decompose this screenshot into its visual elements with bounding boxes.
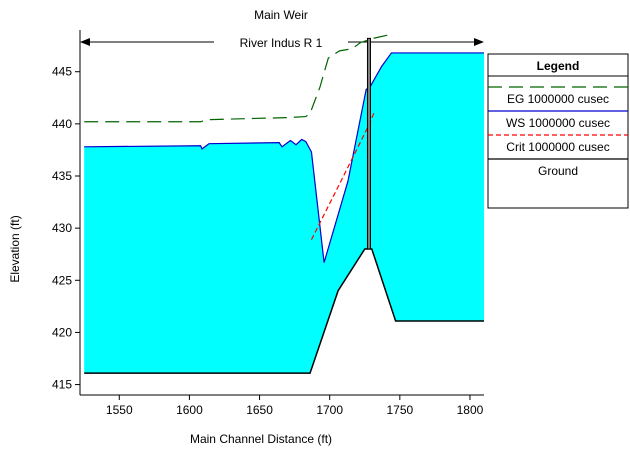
y-tick-label: 435 [52, 169, 72, 183]
legend-item-eg-label: EG 1000000 cusec [507, 92, 609, 106]
legend-box [487, 53, 629, 209]
series-line-ground [84, 248, 484, 374]
flow-arrow-right-head [474, 38, 484, 46]
y-tick-label: 420 [52, 325, 72, 339]
x-tick-label: 1700 [316, 403, 343, 417]
y-axis-title: Elevation (ft) [8, 215, 22, 282]
legend: Legend EG 1000000 cusec WS 1000000 cusec C… [487, 53, 629, 209]
x-axis-title: Main Channel Distance (ft) [190, 432, 332, 446]
legend-item-crit-label: Crit 1000000 cusec [506, 140, 609, 154]
y-tick-label: 415 [52, 378, 72, 392]
chart-subtitle: River Indus R 1 [240, 36, 323, 50]
weir-structure [366, 37, 371, 250]
chart-title: Main Weir [254, 8, 308, 22]
water-fill [84, 52, 484, 374]
axes: 415 420 425 430 435 440 445 1550 1600 1650 1700 175… [52, 30, 484, 417]
x-tick-label: 1750 [386, 403, 413, 417]
flow-arrow-left-head [80, 38, 90, 46]
x-tick-label: 1800 [457, 403, 484, 417]
series-line-crit [310, 111, 376, 240]
plot-area [84, 34, 484, 374]
series-line-eg [84, 34, 388, 123]
legend-item-ground-label: Ground [538, 164, 578, 178]
x-tick-label: 1650 [246, 403, 273, 417]
y-tick-label: 425 [52, 273, 72, 287]
legend-item-ws-label: WS 1000000 cusec [506, 116, 610, 130]
x-tick-label: 1600 [176, 403, 203, 417]
legend-title: Legend [537, 59, 580, 73]
y-tick-label: 430 [52, 221, 72, 235]
x-tick-label: 1550 [106, 403, 133, 417]
y-tick-label: 440 [52, 117, 72, 131]
flow-annotation: River Indus R 1 [80, 36, 484, 50]
y-tick-label: 445 [52, 65, 72, 79]
